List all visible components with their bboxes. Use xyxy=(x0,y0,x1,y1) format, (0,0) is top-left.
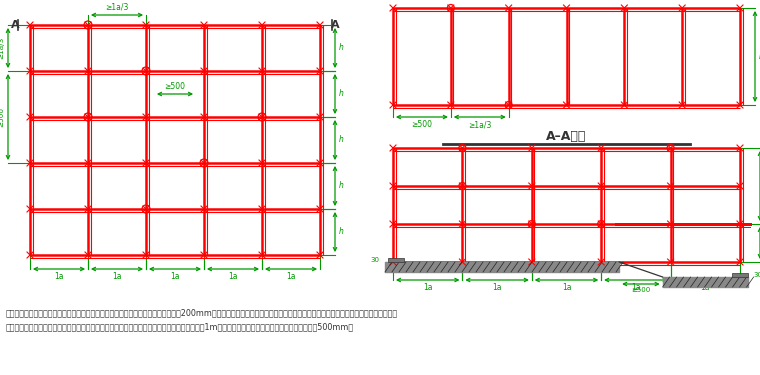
Text: 1a: 1a xyxy=(492,283,502,292)
Text: ≥500: ≥500 xyxy=(0,107,4,127)
Text: 脟手架必须设置纵横向扫地杆。纵向扫地杆应采用直觓扣件固定在距底座上皮不大于200mm处的立杆上。横向扫地杆亦应采用直觓扣件固定在紧靠纵向扫地杆下方的立杆上。当立: 脟手架必须设置纵横向扫地杆。纵向扫地杆应采用直觓扣件固定在距底座上皮不大于200… xyxy=(6,308,398,317)
Bar xyxy=(732,273,748,277)
Text: 1a: 1a xyxy=(54,272,64,281)
Bar xyxy=(388,258,404,262)
Text: 1a: 1a xyxy=(112,272,122,281)
Text: 1a: 1a xyxy=(287,272,296,281)
Text: 30: 30 xyxy=(371,257,379,263)
Text: 1a: 1a xyxy=(562,283,572,292)
Text: 30: 30 xyxy=(753,272,760,278)
Text: ≥1a/3: ≥1a/3 xyxy=(468,120,492,129)
Text: 基础不在同一高度上时，必须将高处的纵向扫地杆向低处延长两跨与立杆固定，高低差不应大于1m。靠边坡上方的立杆轴线到边坡的距离不应小于500mm。: 基础不在同一高度上时，必须将高处的纵向扫地杆向低处延长两跨与立杆固定，高低差不应… xyxy=(6,322,354,331)
Text: h: h xyxy=(339,182,344,190)
Text: h: h xyxy=(339,44,344,52)
Text: ≥1a/3: ≥1a/3 xyxy=(0,37,4,59)
Text: h: h xyxy=(339,90,344,99)
Text: ≥500: ≥500 xyxy=(411,120,432,129)
Text: A: A xyxy=(331,20,339,30)
Text: h: h xyxy=(339,228,344,237)
Text: 1a: 1a xyxy=(170,272,180,281)
Text: ≥500: ≥500 xyxy=(164,82,185,91)
Text: ≥1a/3: ≥1a/3 xyxy=(106,3,128,12)
Text: 1a: 1a xyxy=(701,283,710,292)
Text: lb: lb xyxy=(759,52,760,61)
Text: A: A xyxy=(11,20,19,30)
Text: A–A剑面: A–A剑面 xyxy=(546,130,587,143)
Text: ≥500: ≥500 xyxy=(632,287,651,293)
Text: h: h xyxy=(339,135,344,144)
Text: 1a: 1a xyxy=(423,283,432,292)
Text: 1a: 1a xyxy=(228,272,238,281)
Text: 1a: 1a xyxy=(631,283,641,292)
